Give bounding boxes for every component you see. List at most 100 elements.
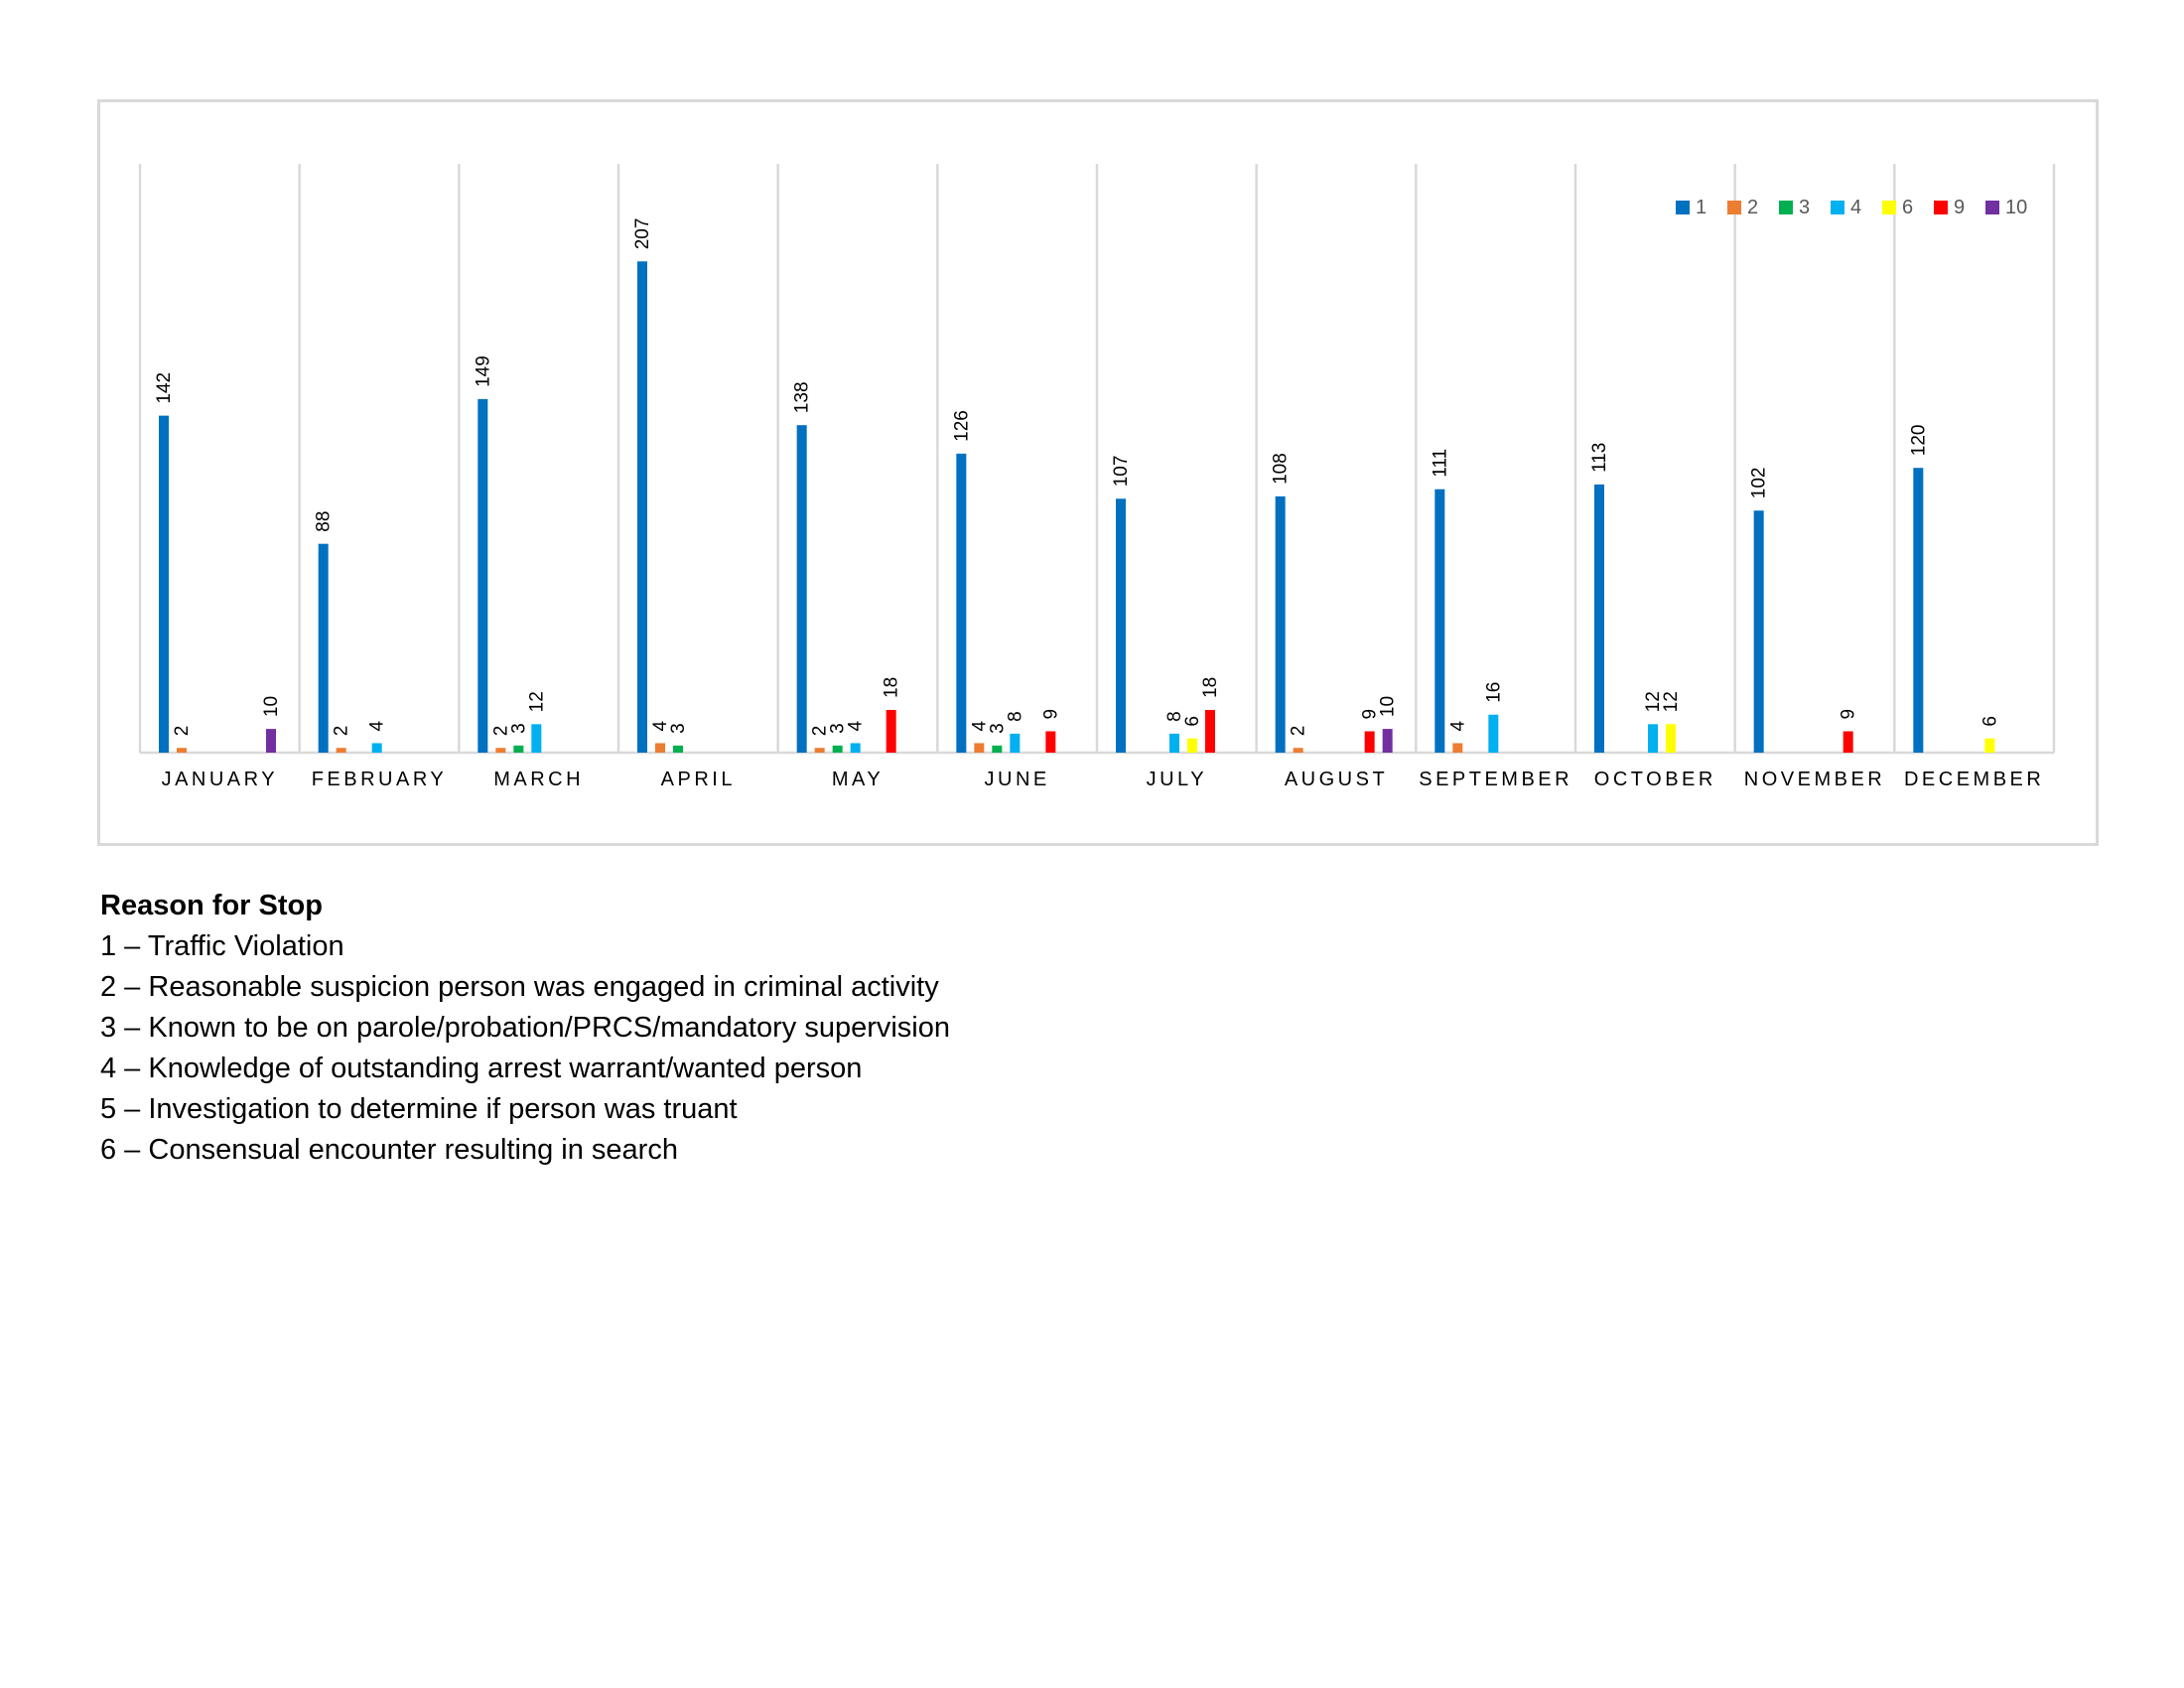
bar-june-series-1	[956, 453, 967, 753]
reason-item: 1 – Traffic Violation	[100, 930, 344, 962]
bar-october-series-4	[1648, 724, 1658, 753]
legend-swatch-2	[1727, 201, 1741, 214]
legend-swatch-3	[1779, 201, 1793, 214]
data-label: 10	[1378, 696, 1399, 717]
bar-september-series-2	[1452, 743, 1463, 753]
bar-september-series-4	[1488, 714, 1499, 753]
data-label: 4	[367, 720, 388, 731]
reason-item: 2 – Reasonable suspicion person was enga…	[100, 971, 939, 1003]
bar-december-series-1	[1913, 468, 1924, 753]
x-tick-label: JUNE	[985, 769, 1050, 790]
bar-march-series-3	[513, 745, 524, 753]
x-tick-label: MARCH	[493, 769, 584, 790]
legend-label: 3	[1799, 197, 1810, 218]
x-tick-label: DECEMBER	[1904, 769, 2044, 790]
bar-november-series-1	[1753, 510, 1764, 753]
legend-label: 1	[1696, 197, 1706, 218]
bar-may-series-9	[886, 709, 896, 753]
data-label: 3	[828, 723, 849, 734]
data-label: 3	[668, 723, 689, 734]
data-label: 8	[1005, 711, 1025, 722]
bar-october-series-1	[1594, 484, 1604, 753]
data-label: 207	[632, 218, 653, 250]
data-label: 120	[1908, 424, 1929, 456]
x-tick-label: FEBRUARY	[312, 769, 448, 790]
data-label: 12	[1643, 691, 1664, 712]
bar-may-series-3	[832, 745, 843, 753]
bar-january-series-1	[159, 415, 169, 753]
bar-march-series-4	[531, 724, 542, 753]
bar-december-series-6	[1984, 738, 1995, 753]
reason-item: 4 – Knowledge of outstanding arrest warr…	[100, 1053, 863, 1084]
x-tick-label: NOVEMBER	[1744, 769, 1885, 790]
legend-label: 10	[2005, 197, 2027, 218]
bar-june-series-2	[974, 743, 985, 753]
legend-label: 9	[1954, 197, 1965, 218]
bar-june-series-4	[1010, 733, 1021, 753]
data-label: 4	[969, 720, 990, 731]
data-label: 126	[951, 410, 972, 442]
data-label: 18	[1200, 677, 1221, 698]
bar-august-series-2	[1293, 748, 1303, 753]
reason-item: 6 – Consensual encounter resulting in se…	[100, 1134, 678, 1166]
data-label: 107	[1111, 456, 1132, 488]
data-label: 6	[1182, 716, 1203, 727]
data-label: 111	[1430, 449, 1450, 478]
data-label: 4	[846, 720, 867, 731]
reason-item: 3 – Known to be on parole/probation/PRCS…	[100, 1012, 951, 1044]
chart-container: 142 2 10 JANUARY 88 2 4 FEBRUARY 149 2 3 12 MARCH 207…	[97, 99, 2099, 846]
bar-february-series-4	[371, 743, 382, 753]
legend-swatch-9	[1934, 201, 1948, 214]
legend-swatch-4	[1831, 201, 1844, 214]
bar-march-series-1	[478, 398, 488, 753]
data-label: 9	[1360, 709, 1381, 720]
bar-july-series-1	[1116, 498, 1126, 753]
bar-february-series-2	[336, 748, 346, 753]
legend-swatch-10	[1985, 201, 1999, 214]
data-label: 108	[1271, 453, 1292, 485]
legend-label: 4	[1850, 197, 1861, 218]
bar-may-series-4	[850, 743, 861, 753]
data-label: 2	[810, 726, 831, 737]
data-label: 12	[1661, 691, 1682, 712]
data-label: 9	[1040, 709, 1061, 720]
bar-june-series-9	[1045, 731, 1056, 753]
x-tick-label: APRIL	[661, 769, 736, 790]
data-label: 113	[1589, 443, 1610, 473]
bar-july-series-6	[1187, 738, 1197, 753]
bar-january-series-10	[266, 729, 276, 753]
data-label: 88	[314, 511, 335, 532]
bar-september-series-1	[1434, 489, 1445, 753]
bar-may-series-1	[796, 425, 807, 753]
data-label: 138	[792, 381, 813, 413]
data-label: 9	[1839, 709, 1859, 720]
data-label: 10	[261, 696, 282, 717]
bar-july-series-9	[1205, 709, 1215, 753]
data-label: 6	[1979, 716, 2000, 727]
bar-august-series-1	[1275, 495, 1286, 753]
bar-april-series-1	[637, 261, 647, 753]
data-label: 16	[1483, 682, 1504, 703]
bar-august-series-10	[1382, 729, 1393, 753]
data-label: 2	[332, 726, 352, 737]
reason-title: Reason for Stop	[100, 890, 323, 921]
x-tick-label: JULY	[1147, 769, 1207, 790]
bar-april-series-2	[655, 743, 665, 753]
legend-label: 6	[1902, 197, 1913, 218]
bar-march-series-2	[495, 748, 506, 753]
bar-january-series-2	[177, 748, 187, 753]
data-label: 142	[154, 372, 175, 404]
bar-july-series-4	[1169, 733, 1179, 753]
bar-february-series-1	[318, 543, 329, 753]
reason-item: 5 – Investigation to determine if person…	[100, 1093, 738, 1125]
bar-august-series-9	[1364, 731, 1375, 753]
bar-october-series-6	[1666, 724, 1676, 753]
reason-legend: Reason for Stop 1 – Traffic Violation 2 …	[100, 886, 1490, 1171]
bar-april-series-3	[673, 745, 683, 753]
x-tick-label: OCTOBER	[1594, 769, 1716, 790]
bar-june-series-3	[992, 745, 1003, 753]
x-tick-label: AUGUST	[1285, 769, 1388, 790]
data-label: 4	[1447, 720, 1468, 731]
legend-label: 2	[1747, 197, 1758, 218]
